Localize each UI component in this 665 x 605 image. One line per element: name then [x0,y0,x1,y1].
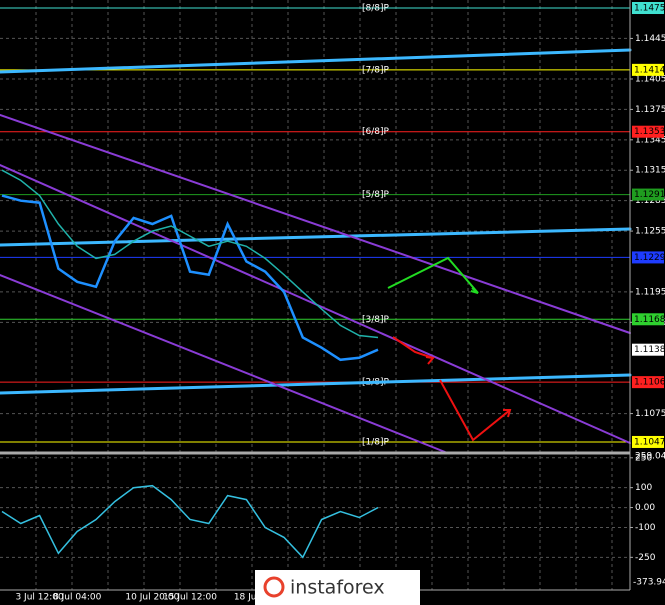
y-limit-label: -373.947 [633,578,665,588]
x-tick-label: 8 Jul 04:00 [53,593,102,603]
logo: instaforex [290,577,385,599]
level-value: 1.1168 [634,315,665,325]
level-box [632,313,664,326]
vertical-grid [35,0,613,590]
level-box [632,435,664,448]
levels: [8/8]P[7/8]P[6/8]P[5/8]P[3/8]P[2/8]P[1/8… [0,4,630,558]
level-label: [5/8]P [362,190,390,200]
level-label: [6/8]P [362,127,390,137]
y-tick-label: 1.1285 [635,196,665,206]
level-value: 1.1414 [634,65,665,75]
level-value: 1.1106 [634,378,665,388]
y-tick-label: 100 [635,483,652,493]
level-value: 1.1047 [634,437,665,447]
y-tick-label: 0.00 [635,503,655,513]
level-box [632,2,664,15]
level-value: 1.1353 [634,127,665,137]
logo-icon [263,576,285,598]
level-box [632,376,664,389]
level-box [632,188,664,201]
level-label: [1/8]P [362,437,390,447]
level-label: [7/8]P [362,65,390,75]
y-tick-label: 1.1375 [635,105,665,115]
y-tick-label: 1.1255 [635,227,665,237]
level-label: [8/8]P [362,4,390,14]
x-tick-label: 18 Jul [234,593,259,603]
series-line [1,194,379,362]
y-tick-label: 1.1345 [635,135,665,145]
level-box [632,251,664,264]
y-tick-label: 1.1075 [635,409,665,419]
level-label: [3/8]P [362,315,390,325]
y-tick-label: -100 [635,523,656,533]
series-line [1,484,379,559]
y-tick-label: 1.1445 [635,34,665,44]
arrows [387,256,512,442]
x-tick-label: 3 Jul 12:00 [15,593,64,603]
y-tick-label: 250 [635,453,652,463]
level-value: 1.1475 [634,4,665,14]
y-tick-label: 1.1405 [635,74,665,84]
y-limit-label: 259.041 [635,452,665,462]
level-box [632,125,664,138]
series-line [1,169,379,339]
last-price: 1.1138 [634,345,665,355]
plot [1,169,379,559]
channels [0,48,632,453]
level-value: 1.1291 [634,190,665,200]
x-tick-label: 10 Jul 20:00 [125,593,179,603]
y-tick-label: 1.1315 [635,166,665,176]
x-tick-label: 15 Jul 12:00 [163,593,217,603]
y-tick-label: -250 [635,553,656,563]
level-box [632,63,664,76]
y-tick-label: 1.1195 [635,287,665,297]
last-price-box [632,343,664,356]
axis: 1.14451.14051.13751.13451.13151.12851.12… [15,2,665,603]
level-value: 1.1229 [634,253,665,263]
